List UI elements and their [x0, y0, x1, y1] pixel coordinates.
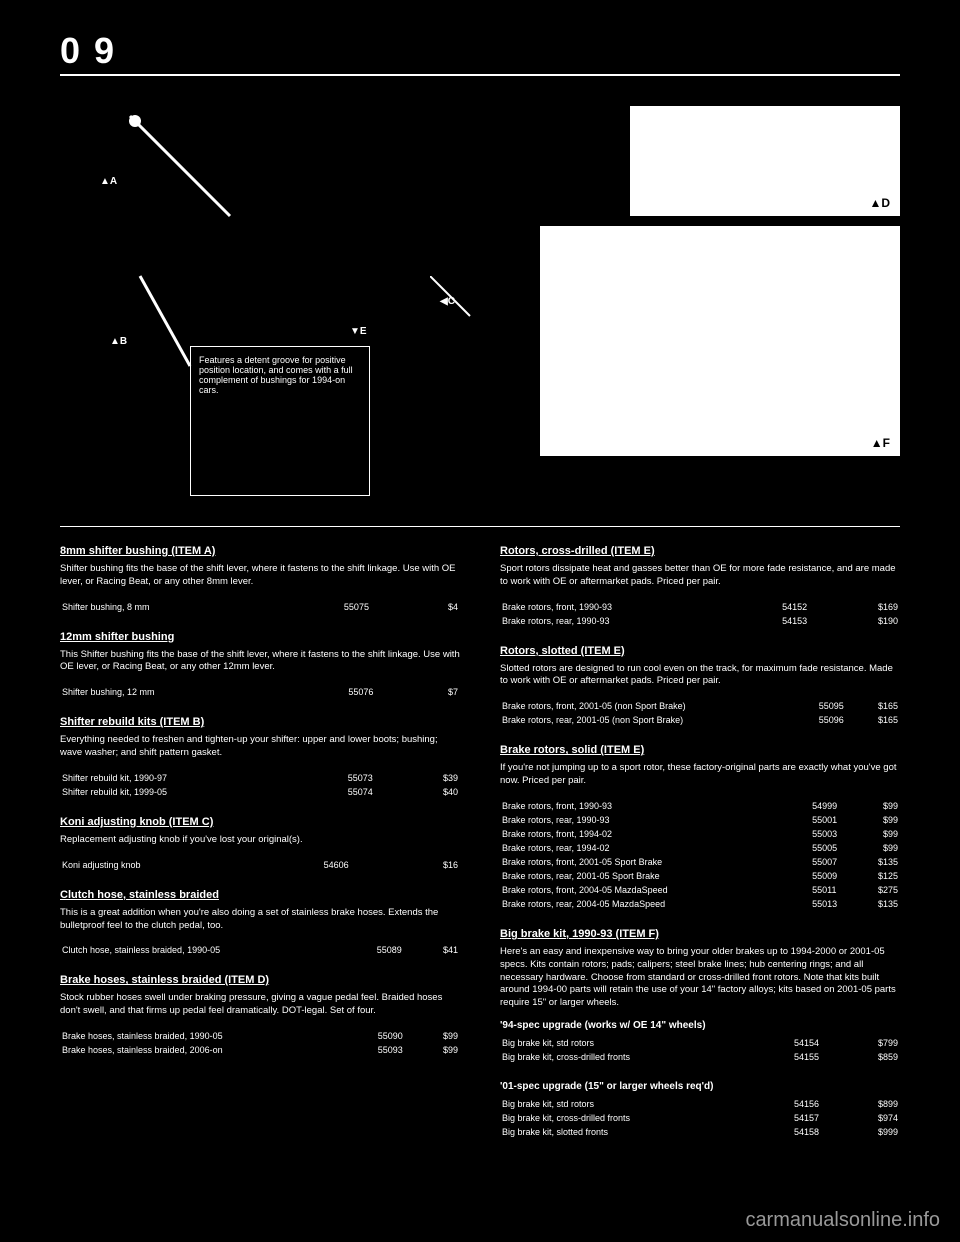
product-table: Brake rotors, front, 2001-05 (non Sport … [500, 698, 900, 728]
section-body: Replacement adjusting knob if you've los… [60, 834, 460, 847]
section-body: Stock rubber hoses swell under braking p… [60, 992, 460, 1018]
image-marker-d: ▲D [869, 196, 890, 210]
product-image-d: ▲D [630, 106, 900, 216]
table-row: Big brake kit, std rotors54156$899 [502, 1098, 898, 1110]
section-title: Koni adjusting knob (ITEM C) [60, 816, 460, 828]
product-table: Big brake kit, std rotors54156$899 Big b… [500, 1096, 900, 1140]
table-row: Brake rotors, rear, 2001-05 (non Sport B… [502, 714, 898, 726]
section-title: Brake rotors, solid (ITEM E) [500, 744, 900, 756]
column-left: 8mm shifter bushing (ITEM A) Shifter bus… [60, 545, 460, 1156]
table-row: Brake rotors, rear, 1990-9355001$99 [502, 814, 898, 826]
product-table: Shifter bushing, 12 mm55076$7 [60, 684, 460, 700]
product-table: Brake hoses, stainless braided, 1990-055… [60, 1028, 460, 1058]
table-row: Koni adjusting knob54606$16 [62, 859, 458, 871]
table-row: Brake rotors, rear, 1990-9354153$190 [502, 615, 898, 627]
table-row: Brake rotors, rear, 2001-05 Sport Brake5… [502, 870, 898, 882]
table-row: Big brake kit, std rotors54154$799 [502, 1037, 898, 1049]
column-right: Rotors, cross-drilled (ITEM E) Sport rot… [500, 545, 900, 1156]
table-row: Brake rotors, front, 2004-05 MazdaSpeed5… [502, 884, 898, 896]
top-right: ▲D ▲F [530, 106, 900, 506]
section-title: Rotors, cross-drilled (ITEM E) [500, 545, 900, 557]
section-title: Big brake kit, 1990-93 (ITEM F) [500, 928, 900, 940]
product-table: Brake rotors, front, 1990-9354999$99 Bra… [500, 798, 900, 912]
table-row: Shifter rebuild kit, 1990-9755073$39 [62, 772, 458, 784]
table-row: Brake rotors, front, 2001-05 (non Sport … [502, 700, 898, 712]
product-table: Koni adjusting knob54606$16 [60, 857, 460, 873]
product-table: Shifter bushing, 8 mm55075$4 [60, 599, 460, 615]
product-table: Brake rotors, front, 1990-9354152$169 Br… [500, 599, 900, 629]
section-body: This Shifter bushing fits the base of th… [60, 649, 460, 675]
product-table: Shifter rebuild kit, 1990-9755073$39 Shi… [60, 770, 460, 800]
table-row: Clutch hose, stainless braided, 1990-055… [62, 944, 458, 956]
table-row: Brake rotors, front, 1990-9354999$99 [502, 800, 898, 812]
diagram-label-b: ▲B [110, 336, 127, 347]
product-table: Clutch hose, stainless braided, 1990-055… [60, 942, 460, 958]
table-row: Shifter bushing, 8 mm55075$4 [62, 601, 458, 613]
section-title: Brake hoses, stainless braided (ITEM D) [60, 974, 460, 986]
table-row: Brake rotors, rear, 1994-0255005$99 [502, 842, 898, 854]
product-image-f: ▲F [540, 226, 900, 456]
page-number: 0 9 [60, 30, 900, 72]
image-marker-f: ▲F [871, 436, 890, 450]
section-body: Everything needed to freshen and tighten… [60, 734, 460, 760]
top-section: ▲A ▲B ◀C ▼E Features a detent groove for… [60, 106, 900, 506]
table-row: Big brake kit, cross-drilled fronts54157… [502, 1112, 898, 1124]
diagram-label-e: ▼E [350, 326, 367, 337]
product-table: Big brake kit, std rotors54154$799 Big b… [500, 1035, 900, 1065]
diagram-area: ▲A ▲B ◀C ▼E Features a detent groove for… [60, 106, 510, 506]
diagram-shifter-a [120, 106, 240, 226]
table-row: Brake rotors, front, 2001-05 Sport Brake… [502, 856, 898, 868]
diagram-label-a: ▲A [100, 176, 117, 187]
section-title: 8mm shifter bushing (ITEM A) [60, 545, 460, 557]
section-body: Slotted rotors are designed to run cool … [500, 663, 900, 689]
section-title: Clutch hose, stainless braided [60, 889, 460, 901]
section-rule [60, 526, 900, 527]
table-row: Shifter bushing, 12 mm55076$7 [62, 686, 458, 698]
table-row: Shifter rebuild kit, 1999-0555074$40 [62, 786, 458, 798]
section-body: Shifter bushing fits the base of the shi… [60, 563, 460, 589]
section-title: Rotors, slotted (ITEM E) [500, 645, 900, 657]
table-row: Brake rotors, front, 1990-9354152$169 [502, 601, 898, 613]
catalog-columns: 8mm shifter bushing (ITEM A) Shifter bus… [60, 545, 900, 1156]
table-row: Big brake kit, cross-drilled fronts54155… [502, 1051, 898, 1063]
diagram-knob [430, 276, 490, 336]
table-row: Brake rotors, front, 1994-0255003$99 [502, 828, 898, 840]
feature-box: Features a detent groove for positive po… [190, 346, 370, 496]
section-title: 12mm shifter bushing [60, 631, 460, 643]
header-rule [60, 74, 900, 76]
section-body: This is a great addition when you're als… [60, 907, 460, 933]
section-body: Here's an easy and inexpensive way to br… [500, 946, 900, 1010]
table-row: Brake hoses, stainless braided, 1990-055… [62, 1030, 458, 1042]
subhead: '94-spec upgrade (works w/ OE 14" wheels… [500, 1020, 900, 1031]
table-row: Brake rotors, rear, 2004-05 MazdaSpeed55… [502, 898, 898, 910]
subhead: '01-spec upgrade (15" or larger wheels r… [500, 1081, 900, 1092]
section-title: Shifter rebuild kits (ITEM B) [60, 716, 460, 728]
section-body: Sport rotors dissipate heat and gasses b… [500, 563, 900, 589]
watermark: carmanualsonline.info [745, 1209, 940, 1232]
table-row: Brake hoses, stainless braided, 2006-on5… [62, 1044, 458, 1056]
section-body: If you're not jumping up to a sport roto… [500, 762, 900, 788]
table-row: Big brake kit, slotted fronts54158$999 [502, 1126, 898, 1138]
